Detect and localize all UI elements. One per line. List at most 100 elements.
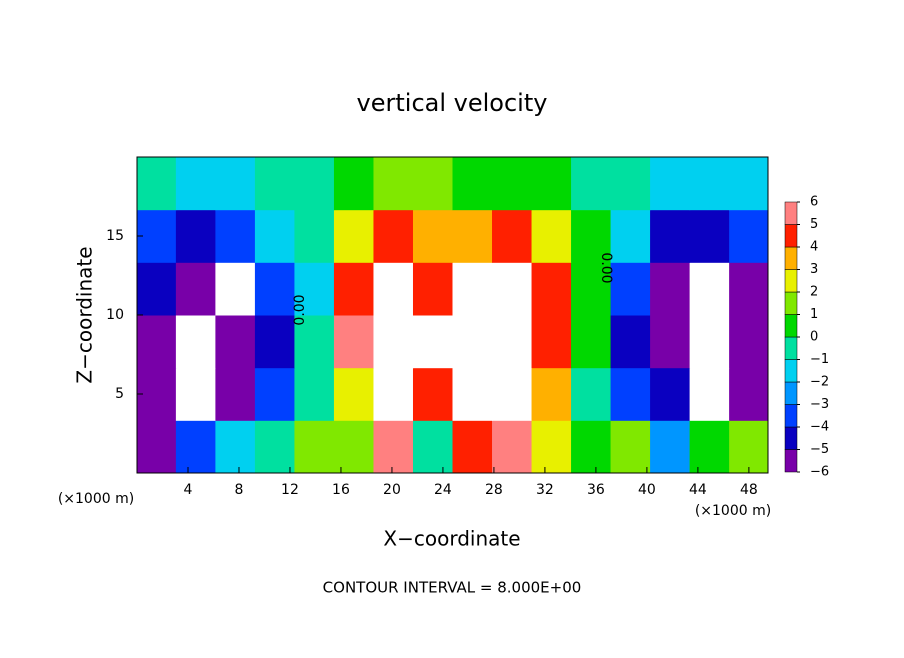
field-cell: [215, 209, 256, 263]
field-cell: [610, 420, 651, 474]
field-cell: [610, 262, 651, 316]
y-tick-label: 5: [115, 386, 124, 402]
colorbar-band: [784, 404, 798, 428]
x-tick-label: 24: [434, 482, 452, 498]
x-tick-label: 40: [638, 482, 656, 498]
x-tick-label: 16: [332, 482, 350, 498]
colorbar-label: −5: [810, 442, 829, 457]
field-cell: [571, 315, 612, 369]
x-tick-label: 48: [740, 482, 758, 498]
field-cell: [175, 420, 216, 474]
colorbar-label: −1: [810, 352, 829, 367]
x-axis-label: X−coordinate: [383, 527, 520, 551]
colorbar-band: [784, 269, 798, 293]
field-cell: [412, 315, 453, 369]
field-cell: [610, 315, 651, 369]
field-cell: [373, 262, 414, 316]
colorbar-band: [784, 426, 798, 450]
field-cell: [412, 367, 453, 421]
field-cell: [373, 420, 414, 474]
field-cell: [254, 262, 295, 316]
y-tick-label: 15: [106, 228, 124, 244]
field-cell: [729, 157, 769, 211]
field-cell: [492, 367, 533, 421]
field-cell: [215, 157, 256, 211]
colorbar-band: [784, 381, 798, 405]
field-cell: [689, 420, 730, 474]
field-cell: [294, 209, 335, 263]
field-cell: [610, 367, 651, 421]
colorbar-band: [784, 201, 798, 225]
field-cell: [531, 315, 572, 369]
field-cell: [650, 209, 691, 263]
x-tick-label: 12: [281, 482, 299, 498]
field-cell: [531, 209, 572, 263]
contour-label: 0.00: [598, 252, 614, 283]
field-cell: [452, 157, 493, 211]
field-cell: [492, 157, 533, 211]
field-cell: [650, 262, 691, 316]
field-cell: [689, 209, 730, 263]
field-cell: [294, 367, 335, 421]
field-cell: [254, 157, 295, 211]
field-cell: [729, 209, 769, 263]
field-cell: [175, 157, 216, 211]
field-cell: [333, 262, 374, 316]
field-cell: [215, 315, 256, 369]
field-cell: [294, 262, 335, 316]
field-cell: [412, 157, 453, 211]
field: [137, 157, 769, 474]
x-tick-label: 44: [689, 482, 707, 498]
colorbar-label: 2: [810, 285, 818, 300]
colorbar-band: [784, 359, 798, 383]
field-cell: [492, 315, 533, 369]
field-cell: [650, 420, 691, 474]
field-cell: [531, 157, 572, 211]
field-cell: [373, 367, 414, 421]
field-cell: [452, 367, 493, 421]
colorbar-label: 0: [810, 330, 818, 345]
field-cell: [412, 262, 453, 316]
field-cell: [531, 367, 572, 421]
field-cell: [215, 367, 256, 421]
field-cell: [689, 367, 730, 421]
field-cell: [452, 420, 493, 474]
field-cell: [294, 157, 335, 211]
field-cell: [175, 367, 216, 421]
field-cell: [729, 367, 769, 421]
colorbar-label: 5: [810, 217, 818, 232]
field-cell: [452, 209, 493, 263]
field-cell: [571, 367, 612, 421]
field-cell: [254, 367, 295, 421]
y-tick-label: 10: [106, 307, 124, 323]
field-cell: [294, 420, 335, 474]
field-cell: [137, 315, 177, 369]
colorbar-band: [784, 314, 798, 338]
field-cell: [689, 157, 730, 211]
field-cell: [492, 420, 533, 474]
field-cell: [531, 420, 572, 474]
colorbar-label: −6: [810, 465, 829, 480]
field-cell: [571, 209, 612, 263]
x-tick-label: 32: [536, 482, 554, 498]
colorbar-label: −4: [810, 420, 829, 435]
field-cell: [175, 209, 216, 263]
x-unit: (×1000 m): [58, 491, 134, 507]
field-cell: [610, 209, 651, 263]
field-cell: [215, 420, 256, 474]
field-cell: [650, 367, 691, 421]
x-tick-label: 36: [587, 482, 605, 498]
colorbar-band: [784, 291, 798, 315]
x-tick-label: 28: [485, 482, 503, 498]
colorbar-label: 3: [810, 262, 818, 277]
colorbar-label: −2: [810, 375, 829, 390]
field-cell: [137, 209, 177, 263]
colorbar-label: 4: [810, 240, 818, 255]
colorbar-label: −3: [810, 397, 829, 412]
field-cell: [729, 420, 769, 474]
contour-label: 0.00: [292, 294, 308, 325]
field-cell: [254, 209, 295, 263]
field-cell: [610, 157, 651, 211]
colorbar-band: [784, 224, 798, 248]
